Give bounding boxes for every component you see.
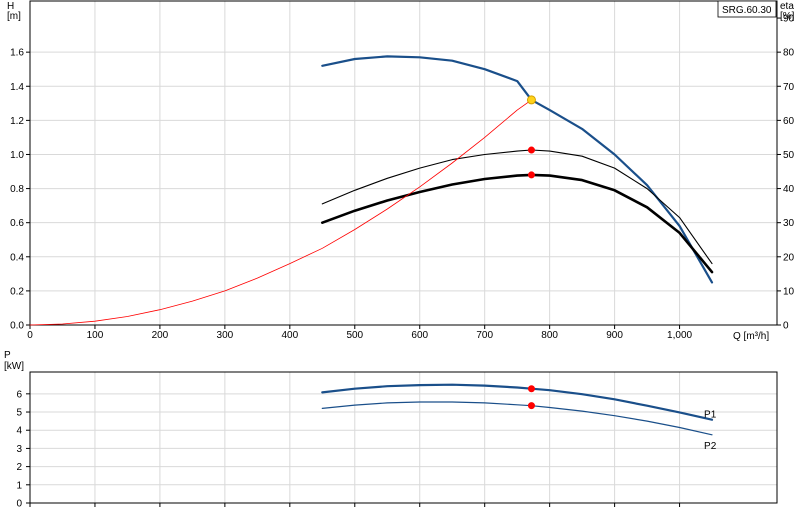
- x-tick-label: 200: [152, 330, 169, 341]
- power-duty-point-marker: [527, 385, 535, 393]
- duty-point-marker: [526, 95, 536, 105]
- power-duty-point-marker: [527, 402, 535, 410]
- x-axis-label-q: Q [m³/h]: [733, 331, 769, 342]
- y-right-tick-label: 60: [783, 116, 795, 127]
- power-y-tick-label: 6: [16, 389, 22, 400]
- performance-panel: 0 100 200 300 400 500 600 700 800 900 1,0000.00.20…: [10, 0, 795, 341]
- pump-model-box: [717, 0, 777, 18]
- power-y-tick-label: 1: [16, 480, 22, 491]
- x-tick-label: 900: [606, 330, 623, 341]
- y-axis-label-h: H [m]: [7, 1, 21, 22]
- y-right-tick-label: 0: [783, 321, 789, 332]
- power-y-tick-label: 0: [16, 499, 22, 510]
- y-right-tick-label: 70: [783, 82, 795, 93]
- y-left-tick-label: 0.8: [10, 184, 24, 195]
- power-p1-curve: [321, 383, 714, 421]
- x-tick-label: 700: [476, 330, 493, 341]
- y-right-tick-label: 20: [783, 252, 795, 263]
- y-right-tick-label: 90: [783, 14, 795, 25]
- pump-model-label: SRG.60.30: [722, 5, 772, 16]
- y-left-tick-label: 0.4: [10, 252, 24, 263]
- duty-point-marker: [527, 171, 535, 179]
- y-right-tick-label: 10: [783, 286, 795, 297]
- power-y-tick-label: 3: [16, 444, 22, 455]
- x-tick-label: 600: [411, 330, 428, 341]
- y-right-tick-label: 50: [783, 150, 795, 161]
- series-label-p2: P2: [704, 441, 717, 452]
- x-tick-label: 0: [27, 330, 33, 341]
- y-left-tick-label: 1.0: [10, 150, 24, 161]
- power-panel: 0 1 2 3 4 5 6 P1 P2: [16, 371, 778, 510]
- y-left-tick-label: 0.6: [10, 218, 24, 229]
- plot-area: [30, 1, 777, 325]
- y-left-tick-label: 0.0: [10, 321, 24, 332]
- head-curve: [321, 55, 714, 284]
- x-tick-label: 800: [541, 330, 558, 341]
- duty-point-marker: [527, 146, 535, 154]
- y-left-tick-label: 0.2: [10, 286, 24, 297]
- y-right-tick-label: 80: [783, 48, 795, 59]
- x-tick-label: 400: [281, 330, 298, 341]
- efficiency-thick-curve: [321, 173, 714, 274]
- power-y-tick-label: 5: [16, 408, 22, 419]
- x-tick-label: 500: [346, 330, 363, 341]
- system-curve-curve: [29, 99, 532, 326]
- y-axis-label-eta: eta [%]: [780, 1, 795, 22]
- plot-frame: [29, 0, 778, 326]
- y-right-tick-label: 40: [783, 184, 795, 195]
- y-left-tick-label: 1.6: [10, 48, 24, 59]
- power-y-tick-label: 2: [16, 462, 22, 473]
- power-y-tick-label: 4: [16, 426, 22, 437]
- y-axis-label-p: P [kW]: [4, 350, 24, 372]
- series-label-p1: P1: [704, 410, 717, 421]
- x-tick-label: 300: [217, 330, 234, 341]
- power-p2-curve: [321, 401, 713, 436]
- efficiency-thin-curve: [321, 149, 713, 265]
- power-plot-area: [30, 372, 777, 503]
- power-plot-frame: [29, 371, 778, 504]
- y-left-tick-label: 1.4: [10, 82, 24, 93]
- x-tick-label: 1,000: [667, 330, 692, 341]
- y-left-tick-label: 1.2: [10, 116, 24, 127]
- x-tick-label: 100: [87, 330, 104, 341]
- y-right-tick-label: 30: [783, 218, 795, 229]
